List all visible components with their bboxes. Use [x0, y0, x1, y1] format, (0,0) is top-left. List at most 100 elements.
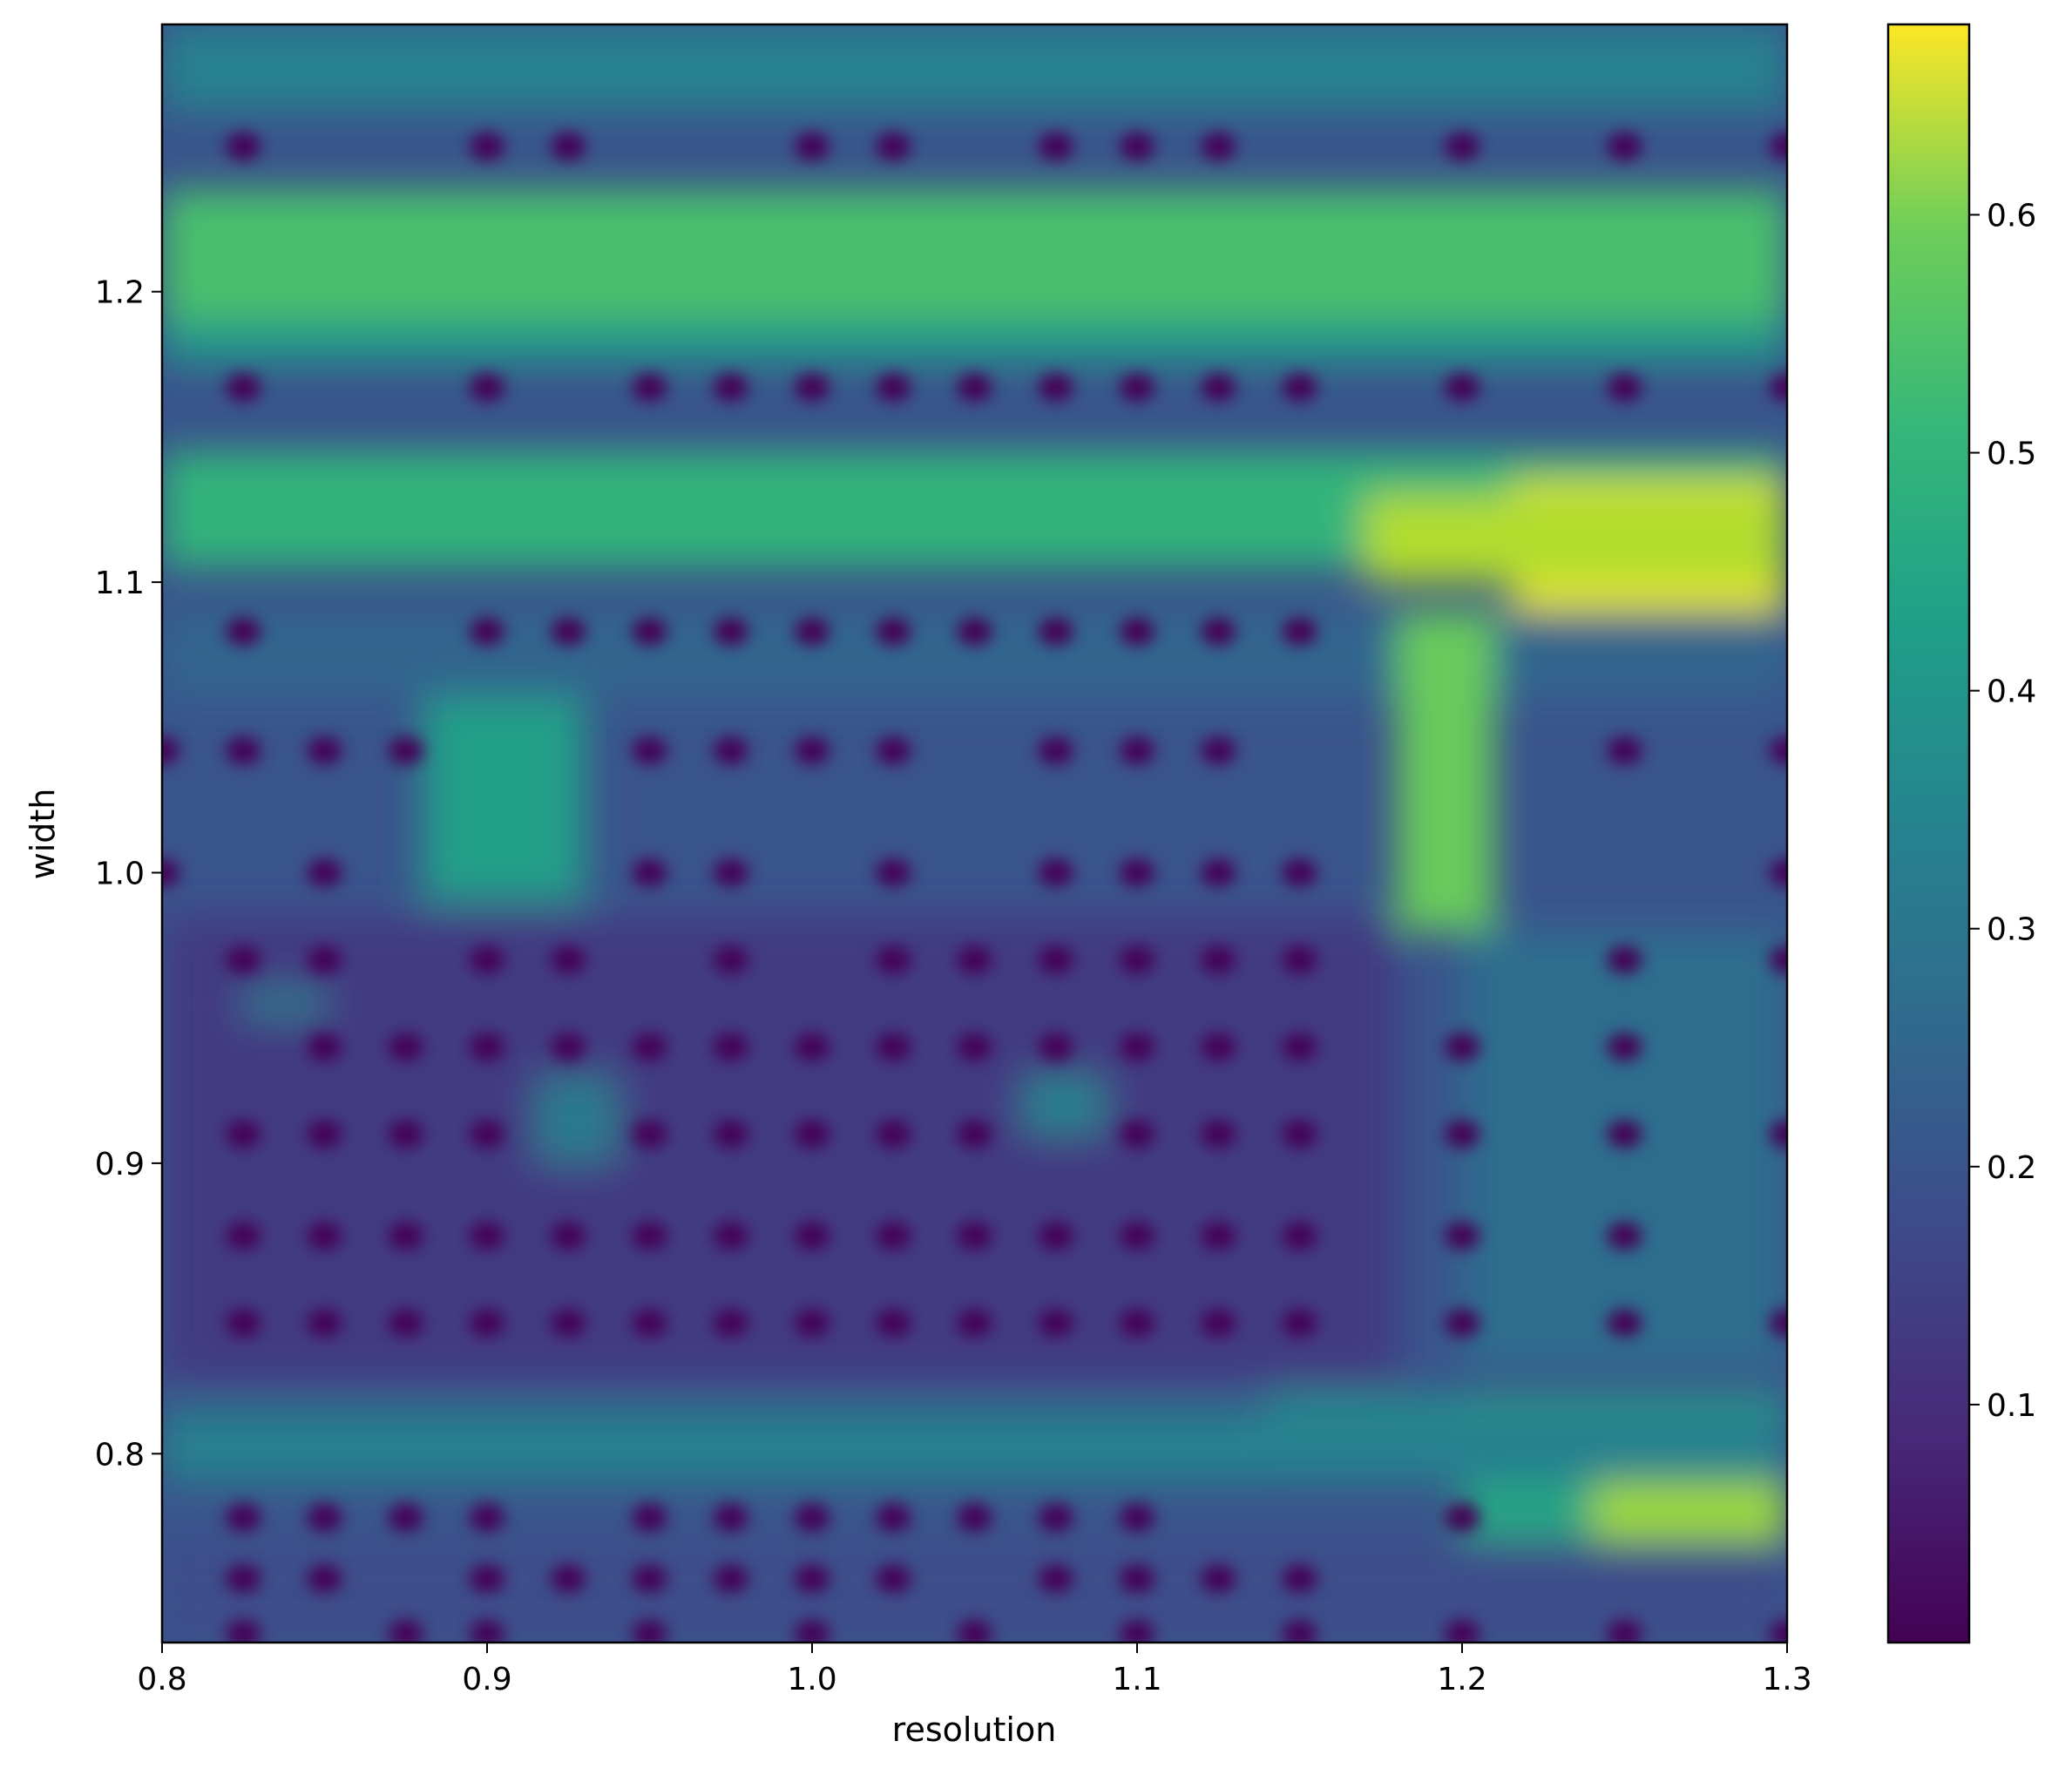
heatmap-minimum-dot	[1120, 132, 1154, 161]
heatmap-minimum-dot	[226, 1309, 261, 1338]
heatmap-minimum-dot	[1282, 373, 1317, 402]
heatmap-minimum-dot	[388, 1309, 423, 1338]
x-tick-label: 1.0	[787, 1662, 836, 1697]
heatmap-minimum-dot	[226, 1222, 261, 1250]
heatmap-minimum-dot	[1120, 617, 1154, 646]
heatmap-minimum-dot	[1120, 1120, 1154, 1148]
heatmap-minimum-dot	[1038, 1503, 1073, 1532]
heatmap-region	[535, 1075, 618, 1163]
heatmap-minimum-dot	[1607, 1620, 1642, 1643]
heatmap-minimum-dot	[713, 1033, 748, 1061]
heatmap-minimum-dot	[876, 736, 911, 765]
heatmap-minimum-dot	[1201, 132, 1236, 161]
heatmap-minimum-dot	[388, 1033, 423, 1061]
x-tick-label: 0.9	[462, 1662, 511, 1697]
heatmap-region	[243, 988, 325, 1019]
heatmap-minimum-dot	[470, 1503, 504, 1532]
colorbar-tick-label: 0.4	[1987, 674, 2036, 710]
heatmap-minimum-dot	[1120, 1620, 1154, 1643]
heatmap-minimum-dot	[226, 1620, 261, 1643]
heatmap-minimum-dot	[632, 1564, 667, 1593]
heatmap-minimum-dot	[1770, 1309, 1787, 1338]
heatmap-minimum-dot	[1201, 617, 1236, 646]
colorbar-tick-label: 0.1	[1987, 1388, 2036, 1424]
heatmap-minimum-dot	[1445, 132, 1480, 161]
heatmap-minimum-dot	[632, 1120, 667, 1148]
heatmap-minimum-dot	[795, 1033, 829, 1061]
heatmap-minimum-dot	[226, 1564, 261, 1593]
heatmap-minimum-dot	[551, 1222, 586, 1250]
heatmap-minimum-dot	[226, 617, 261, 646]
heatmap-minimum-dot	[470, 1620, 504, 1643]
heatmap-minimum-dot	[1607, 736, 1642, 765]
heatmap-minimum-dot	[1201, 1564, 1236, 1593]
heatmap-minimum-dot	[1607, 945, 1642, 974]
y-axis: 0.8 0.9 1.0 1.1 1.2	[95, 275, 162, 1473]
x-tick-label: 0.8	[137, 1662, 186, 1697]
heatmap-minimum-dot	[795, 1309, 829, 1338]
heatmap-minimum-dot	[1120, 1503, 1154, 1532]
heatmap-minimum-dot	[1201, 1033, 1236, 1061]
heatmap-minimum-dot	[1038, 1309, 1073, 1338]
heatmap-region	[162, 916, 1398, 1381]
heatmap-minimum-dot	[1201, 736, 1236, 765]
heatmap-minimum-dot	[1038, 858, 1073, 887]
heatmap-minimum-dot	[632, 736, 667, 765]
heatmap-minimum-dot	[1445, 1503, 1480, 1532]
heatmap-minimum-dot	[713, 945, 748, 974]
heatmap-minimum-dot	[876, 1503, 911, 1532]
heatmap-minimum-dot	[1445, 1120, 1480, 1148]
heatmap-minimum-dot	[1607, 132, 1642, 161]
heatmap-minimum-dot	[1770, 373, 1787, 402]
heatmap-minimum-dot	[713, 1120, 748, 1148]
heatmap-minimum-dot	[713, 373, 748, 402]
x-tick-label: 1.2	[1437, 1662, 1486, 1697]
heatmap-minimum-dot	[713, 736, 748, 765]
heatmap-minimum-dot	[470, 1222, 504, 1250]
heatmap-minimum-dot	[388, 1222, 423, 1250]
heatmap-minimum-dot	[1770, 1620, 1787, 1643]
heatmap-minimum-dot	[957, 1620, 992, 1643]
heatmap-minimum-dot	[713, 1564, 748, 1593]
colorbar-tick-label: 0.6	[1987, 198, 2036, 234]
heatmap-minimum-dot	[1201, 1222, 1236, 1250]
heatmap-minimum-dot	[551, 1309, 586, 1338]
heatmap-minimum-dot	[632, 858, 667, 887]
heatmap-minimum-dot	[1120, 1309, 1154, 1338]
heatmap-minimum-dot	[795, 1620, 829, 1643]
heatmap-minimum-dot	[713, 1309, 748, 1338]
y-tick-label: 1.0	[95, 857, 145, 892]
heatmap-minimum-dot	[713, 858, 748, 887]
heatmap-minimum-dot	[1282, 858, 1317, 887]
heatmap-minimum-dot	[1445, 373, 1480, 402]
heatmap-minimum-dot	[876, 132, 911, 161]
heatmap-minimum-dot	[470, 373, 504, 402]
heatmap-minimum-dot	[713, 1503, 748, 1532]
heatmap-minimum-dot	[470, 1033, 504, 1061]
heatmap-minimum-dot	[1120, 1564, 1154, 1593]
heatmap-minimum-dot	[795, 1120, 829, 1148]
heatmap-minimum-dot	[1201, 1120, 1236, 1148]
heatmap-minimum-dot	[1038, 617, 1073, 646]
heatmap-minimum-dot	[1201, 373, 1236, 402]
colorbar-frame	[1886, 23, 1971, 1644]
heatmap-minimum-dot	[876, 373, 911, 402]
heatmap-minimum-dot	[226, 373, 261, 402]
heatmap-minimum-dot	[1282, 1564, 1317, 1593]
heatmap-minimum-dot	[226, 945, 261, 974]
heatmap-minimum-dot	[1770, 736, 1787, 765]
heatmap-minimum-dot	[1038, 1564, 1073, 1593]
heatmap-minimum-dot	[876, 617, 911, 646]
y-tick-label: 0.9	[95, 1147, 145, 1182]
heatmap-region	[162, 24, 1787, 112]
heatmap-minimum-dot	[1607, 1120, 1642, 1148]
x-tick-label: 1.3	[1762, 1662, 1811, 1697]
heatmap-minimum-dot	[876, 945, 911, 974]
heatmap-minimum-dot	[307, 736, 342, 765]
colorbar: 0.1 0.2 0.3 0.4 0.5 0.6	[1886, 23, 2036, 1644]
colorbar-tick-label: 0.2	[1987, 1150, 2036, 1186]
heatmap-minimum-dot	[957, 1120, 992, 1148]
heatmap-minimum-dot	[1201, 1309, 1236, 1338]
y-tick-label: 1.1	[95, 566, 145, 601]
heatmap-minimum-dot	[632, 617, 667, 646]
